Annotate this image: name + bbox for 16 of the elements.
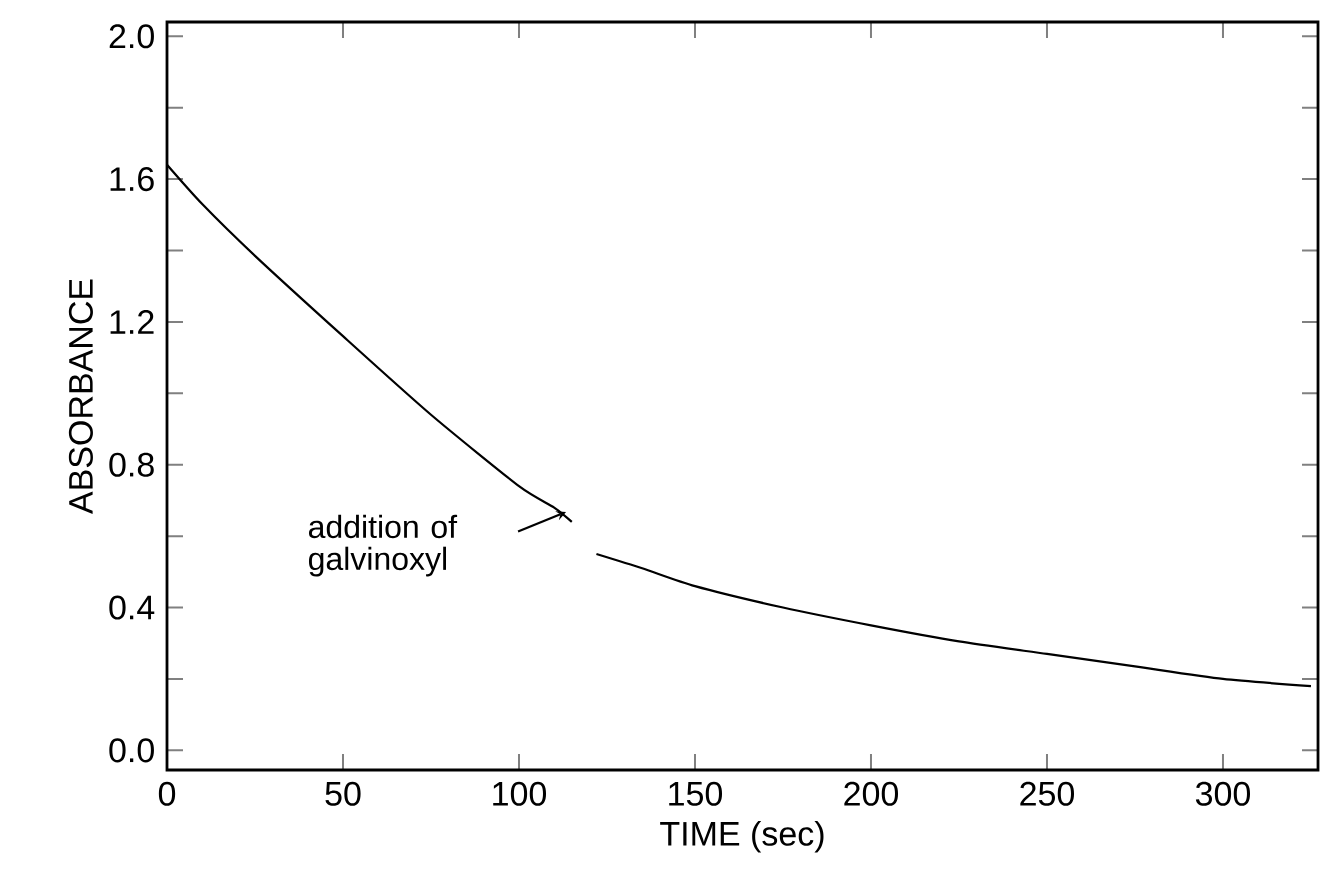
y-axis-title: ABSORBANCE [68,279,93,515]
x-tick-label: 150 [669,781,723,806]
x-tick-label: 100 [493,781,547,806]
x-tick-label: 250 [1020,781,1075,806]
y-tick-label: 0.4 [109,595,155,620]
y-tick-label: 0.0 [109,738,154,763]
y-tick-label: 0.8 [109,452,154,477]
y-tick-label: 1.2 [110,310,154,334]
x-tick-label: 300 [1195,781,1251,806]
x-tick-label: 0 [158,781,176,806]
x-tick-label: 200 [844,781,899,806]
y-tick-label: 2.0 [109,24,154,49]
y-tick-label: 1.6 [110,167,154,192]
x-tick-label: 50 [325,781,361,806]
annotation: addition of galvinoxyl [309,514,458,577]
x-axis-title: TIME (sec) [660,820,824,853]
